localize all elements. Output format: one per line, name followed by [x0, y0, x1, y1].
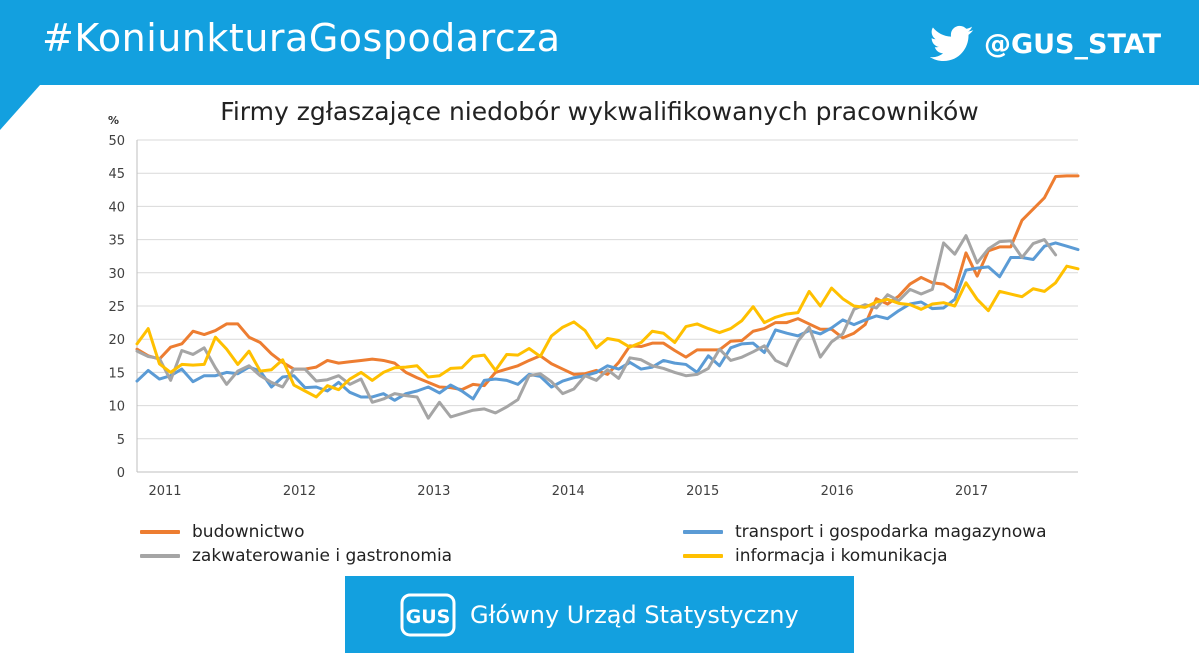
- gus-logo-text: GUS: [406, 606, 451, 628]
- twitter-bird-icon: [929, 25, 974, 62]
- legend-item-transport: transport i gospodarka magazynowa: [683, 520, 1047, 544]
- x-tick-label: 2017: [955, 484, 988, 499]
- legend-swatch: [140, 530, 180, 534]
- chart-legend: budownictwo transport i gospodarka magaz…: [0, 515, 1199, 575]
- y-tick-label: 35: [108, 234, 125, 249]
- line-chart: % 0 5 10 15 20 25 30 35 40 45 50 2011 2012 2013 2014 2…: [108, 114, 1080, 499]
- legend-label: zakwaterowanie i gastronomia: [192, 546, 453, 566]
- legend-item-informacja: informacja i komunikacja: [683, 544, 948, 568]
- legend-swatch: [140, 554, 180, 558]
- y-tick-label: 20: [108, 333, 125, 348]
- x-tick-label: 2014: [552, 484, 585, 499]
- legend-label: transport i gospodarka magazynowa: [735, 522, 1047, 542]
- header-bar: #KoniunkturaGospodarcza @GUS_STAT: [0, 0, 1199, 85]
- x-tick-label: 2015: [686, 484, 719, 499]
- series-line-3: [135, 234, 1058, 420]
- x-tick-label: 2013: [417, 484, 450, 499]
- y-tick-label: 5: [117, 433, 125, 448]
- y-tick-label: 40: [108, 200, 125, 215]
- y-tick-label: 50: [108, 134, 125, 149]
- series-line-4: [135, 264, 1080, 399]
- x-tick-label: 2011: [148, 484, 181, 499]
- y-axis-unit-label: %: [108, 114, 119, 127]
- gus-logo-icon: GUS: [400, 593, 456, 636]
- y-tick-label: 25: [108, 300, 125, 315]
- series-line-2: [135, 241, 1080, 402]
- legend-label: informacja i komunikacja: [735, 546, 948, 566]
- twitter-handle-text: @GUS_STAT: [983, 28, 1161, 60]
- legend-swatch: [683, 554, 723, 558]
- chart-title: Firmy zgłaszające niedobór wykwalifikowa…: [220, 97, 979, 126]
- legend-swatch: [683, 530, 723, 534]
- hashtag-title: #KoniunkturaGospodarcza: [42, 16, 561, 60]
- footer-banner: GUS Główny Urząd Statystyczny: [345, 576, 854, 653]
- x-tick-label: 2016: [821, 484, 854, 499]
- x-tick-label: 2012: [283, 484, 316, 499]
- y-tick-label: 0: [117, 466, 125, 481]
- y-tick-label: 45: [108, 167, 125, 182]
- legend-item-budownictwo: budownictwo: [140, 520, 304, 544]
- twitter-handle-link[interactable]: @GUS_STAT: [929, 22, 1161, 66]
- header-corner-decoration: [0, 85, 40, 130]
- y-tick-label: 30: [108, 267, 125, 282]
- y-tick-label: 15: [108, 366, 125, 381]
- y-tick-label: 10: [108, 400, 125, 415]
- legend-label: budownictwo: [192, 522, 305, 542]
- legend-item-zakwaterowanie: zakwaterowanie i gastronomia: [140, 544, 452, 568]
- footer-institution-name: Główny Urząd Statystyczny: [470, 600, 799, 629]
- series-line-1: [135, 174, 1080, 392]
